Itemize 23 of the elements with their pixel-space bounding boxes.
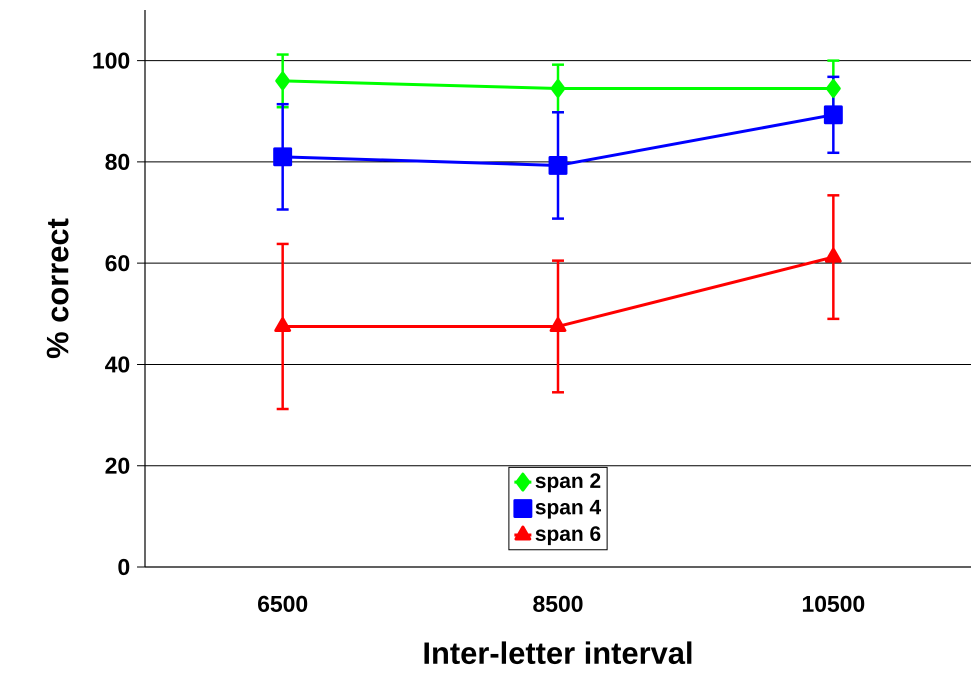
- y-tick-label: 40: [105, 356, 130, 373]
- legend-label: span 6: [536, 526, 600, 546]
- point: [273, 147, 292, 166]
- point: [824, 105, 843, 124]
- point: [274, 317, 292, 332]
- y-tick-label: 60: [106, 255, 130, 272]
- point: [550, 79, 566, 98]
- point: [824, 248, 842, 263]
- y-tick-label: 80: [105, 154, 130, 170]
- x-tick-label: 8500: [533, 596, 583, 612]
- y-tick-label: 0: [118, 558, 130, 576]
- x-axis-title: Inter-letter interval: [424, 641, 692, 664]
- y-tick-label: 20: [106, 458, 130, 474]
- x-tick-label: 10500: [802, 596, 864, 612]
- y-tick-label: 100: [93, 52, 130, 69]
- legend-label: span 4: [536, 500, 602, 519]
- point: [548, 156, 568, 175]
- point: [826, 79, 841, 98]
- legend-label: span 2: [536, 473, 600, 492]
- y-axis-title: % correct: [46, 218, 69, 358]
- point: [550, 317, 566, 332]
- x-tick-label: 6500: [258, 596, 308, 612]
- point: [275, 71, 290, 90]
